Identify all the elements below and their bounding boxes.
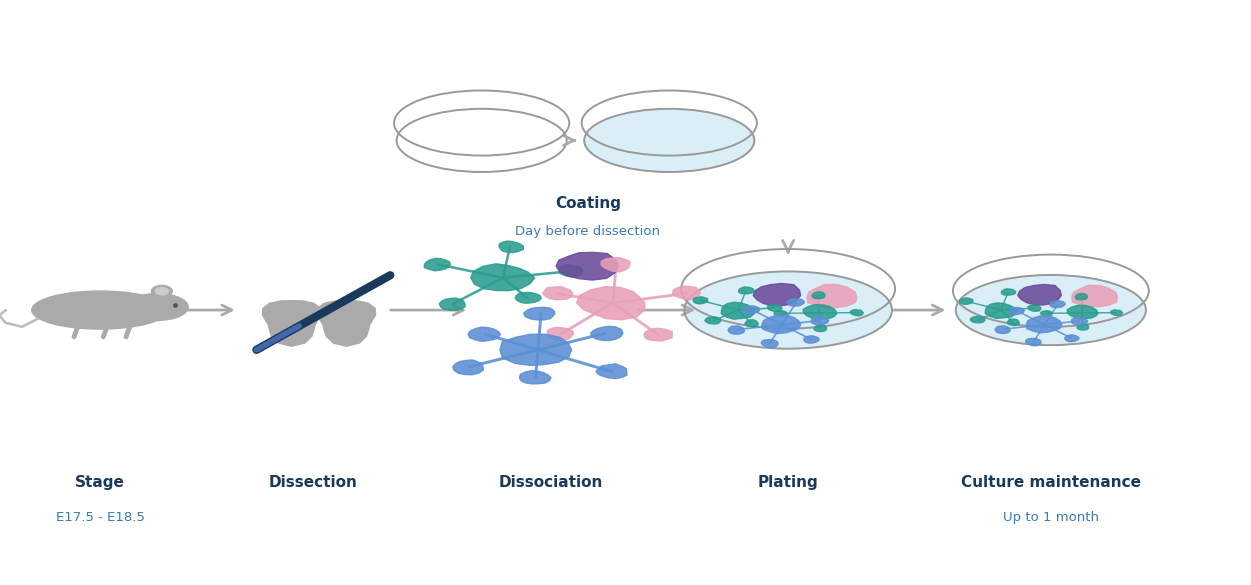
Polygon shape	[812, 292, 826, 299]
Text: Plating: Plating	[758, 475, 818, 490]
Polygon shape	[1072, 317, 1087, 325]
Text: E17.5 - E18.5: E17.5 - E18.5	[55, 511, 145, 524]
Polygon shape	[1041, 311, 1052, 316]
Text: Dissection: Dissection	[268, 475, 358, 490]
Polygon shape	[960, 298, 973, 304]
Ellipse shape	[31, 291, 169, 329]
Polygon shape	[547, 328, 574, 340]
Polygon shape	[851, 309, 863, 316]
Polygon shape	[743, 306, 759, 314]
Polygon shape	[590, 326, 623, 340]
Polygon shape	[738, 287, 754, 294]
Ellipse shape	[397, 109, 567, 172]
Polygon shape	[761, 339, 778, 347]
Polygon shape	[728, 326, 744, 334]
Polygon shape	[1077, 324, 1088, 330]
Polygon shape	[1007, 319, 1020, 326]
Polygon shape	[1001, 289, 1016, 295]
Polygon shape	[1018, 284, 1061, 305]
Polygon shape	[468, 327, 500, 341]
Polygon shape	[559, 264, 583, 277]
Polygon shape	[1076, 294, 1087, 300]
Polygon shape	[762, 315, 801, 333]
Polygon shape	[515, 292, 542, 303]
Polygon shape	[317, 301, 375, 346]
Ellipse shape	[584, 109, 754, 172]
Polygon shape	[557, 252, 619, 280]
Text: Culture maintenance: Culture maintenance	[961, 475, 1141, 490]
Polygon shape	[470, 264, 534, 291]
Text: Dissociation: Dissociation	[498, 475, 603, 490]
Polygon shape	[814, 325, 827, 332]
Polygon shape	[1028, 305, 1041, 311]
Polygon shape	[722, 302, 756, 319]
Polygon shape	[1010, 308, 1025, 315]
Polygon shape	[1111, 310, 1122, 315]
Polygon shape	[499, 241, 523, 253]
Polygon shape	[807, 284, 857, 308]
Polygon shape	[577, 287, 646, 320]
Polygon shape	[1026, 338, 1041, 346]
Polygon shape	[774, 311, 787, 316]
Polygon shape	[453, 360, 483, 374]
Polygon shape	[519, 370, 550, 384]
Text: Coating: Coating	[555, 196, 620, 211]
Polygon shape	[439, 298, 465, 311]
Polygon shape	[811, 316, 828, 325]
Polygon shape	[1072, 285, 1117, 307]
Polygon shape	[753, 284, 801, 306]
Polygon shape	[971, 316, 985, 323]
Polygon shape	[600, 258, 631, 272]
Polygon shape	[673, 286, 701, 300]
Polygon shape	[704, 317, 721, 324]
Ellipse shape	[684, 271, 892, 349]
Polygon shape	[524, 307, 555, 320]
Ellipse shape	[155, 288, 169, 295]
Polygon shape	[424, 259, 450, 271]
Polygon shape	[543, 287, 573, 300]
Polygon shape	[500, 334, 572, 366]
Polygon shape	[787, 299, 804, 306]
Text: Up to 1 month: Up to 1 month	[1003, 511, 1098, 524]
Polygon shape	[744, 320, 758, 327]
Polygon shape	[644, 328, 672, 341]
Polygon shape	[693, 297, 708, 304]
Ellipse shape	[151, 285, 173, 297]
Text: Stage: Stage	[75, 475, 125, 490]
Polygon shape	[986, 303, 1017, 318]
Text: Day before dissection: Day before dissection	[515, 225, 661, 238]
Polygon shape	[1065, 335, 1080, 342]
Polygon shape	[595, 364, 627, 378]
Polygon shape	[263, 301, 322, 346]
Ellipse shape	[956, 275, 1146, 345]
Polygon shape	[804, 336, 819, 343]
Polygon shape	[768, 304, 782, 311]
Polygon shape	[1067, 305, 1098, 319]
Polygon shape	[1026, 316, 1062, 333]
Polygon shape	[995, 326, 1010, 333]
Ellipse shape	[126, 294, 188, 321]
Polygon shape	[1050, 301, 1065, 308]
Polygon shape	[803, 305, 837, 319]
